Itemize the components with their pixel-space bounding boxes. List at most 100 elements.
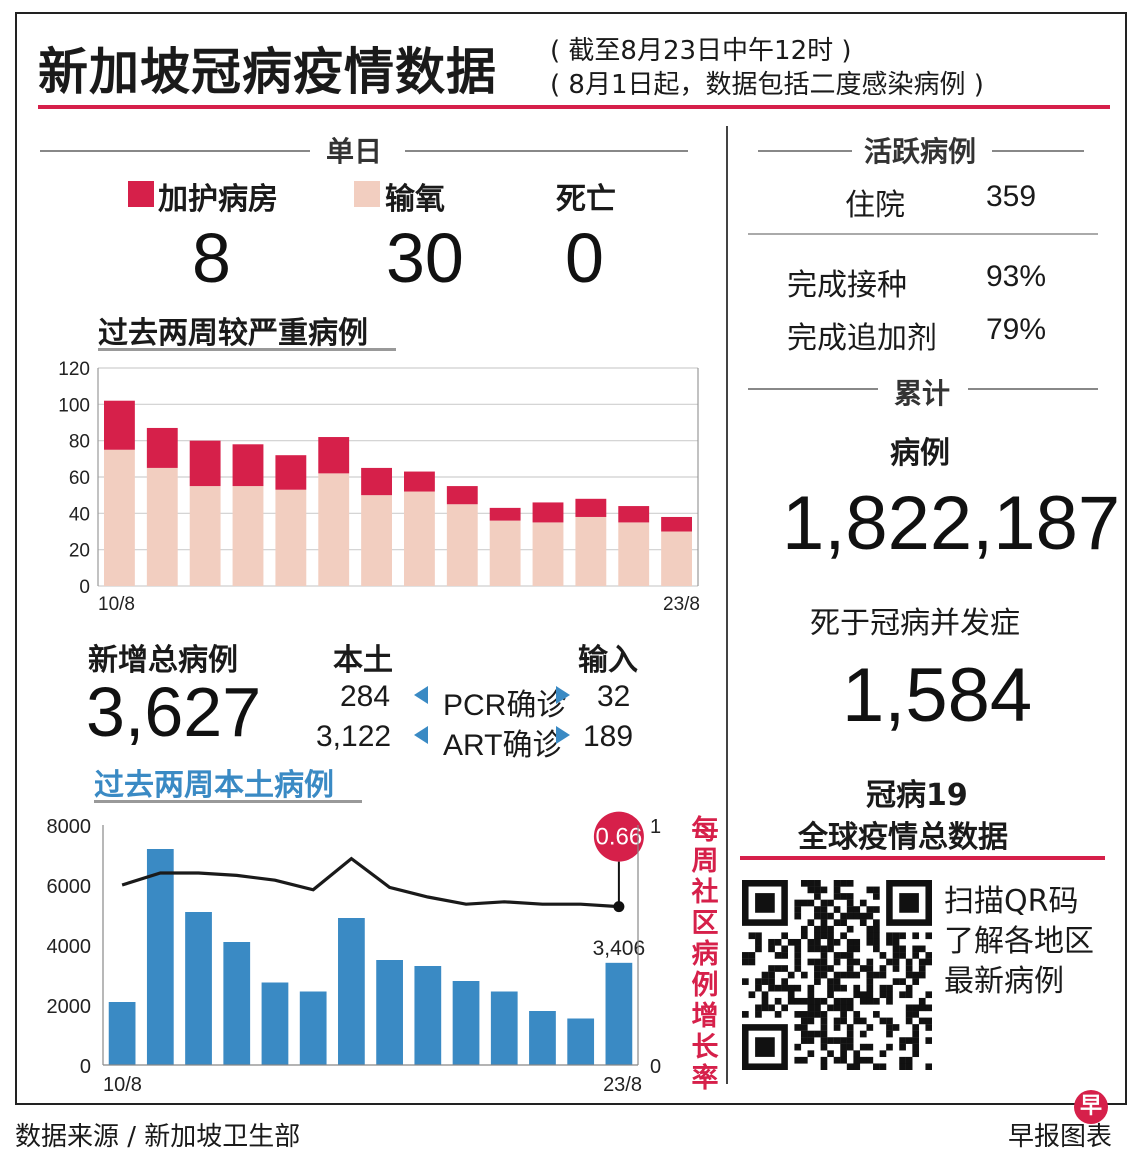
qr-module (807, 899, 815, 907)
qr-module (794, 938, 802, 946)
qr-module (925, 1037, 932, 1044)
qr-module (840, 952, 847, 959)
qr-module (840, 1004, 847, 1012)
qr-module (899, 945, 906, 953)
qr-module (742, 958, 749, 966)
qr-module (873, 945, 880, 953)
qr-module (866, 1043, 874, 1051)
qr-module (886, 1024, 893, 1031)
qr-module (892, 952, 900, 959)
qr-module (800, 899, 808, 907)
qr-module (873, 919, 880, 926)
qr-module (846, 899, 854, 907)
qr-finder-center (899, 893, 919, 913)
qr-module (794, 1043, 802, 1051)
qr-module (905, 1004, 913, 1012)
qr-module (892, 945, 900, 953)
local-bar (223, 942, 251, 1065)
qr-module (814, 945, 821, 953)
qr-module (892, 958, 900, 966)
qr-module (781, 945, 788, 953)
local-y-tick-label: 0 (80, 1056, 91, 1078)
qr-module (866, 938, 874, 946)
qr-module (886, 1017, 893, 1025)
title-rule (38, 105, 1110, 109)
severe-y-tick-label: 40 (69, 504, 90, 525)
qr-code-icon[interactable] (742, 880, 932, 1070)
daily-rule-left (40, 150, 310, 152)
local-bar (452, 981, 480, 1065)
qr-module (866, 1056, 874, 1064)
severe-bar-icu (146, 427, 178, 468)
qr-module (840, 1050, 847, 1058)
qr-module (846, 971, 854, 979)
qr-module (807, 1011, 815, 1018)
severe-bar-icu (104, 400, 135, 450)
qr-module (886, 984, 893, 992)
qr-module (814, 893, 821, 900)
qr-module (840, 1056, 847, 1064)
qr-module (840, 1017, 847, 1025)
severe-y-tick-label: 100 (58, 395, 90, 416)
qr-module (814, 1030, 821, 1038)
qr-module (814, 1004, 821, 1012)
qr-module (866, 978, 874, 985)
qr-module (873, 938, 880, 946)
qr-module (761, 1004, 769, 1012)
qr-module (925, 958, 932, 966)
qr-module (912, 1004, 920, 1012)
qr-module (846, 938, 854, 946)
severe-chart-axis: 0 20 40 60 80 100 120 10/8 23/8 (58, 359, 700, 615)
qr-module (794, 906, 802, 913)
qr-module (755, 932, 762, 940)
qr-module (827, 945, 834, 953)
qr-module (912, 1024, 920, 1031)
qr-module (768, 971, 775, 979)
qr-module (853, 906, 861, 913)
qr-module (846, 1024, 854, 1031)
qr-module (820, 932, 828, 940)
growth-y-tick-label: 1 (650, 816, 661, 838)
qr-module (794, 997, 802, 1005)
qr-module (768, 984, 775, 992)
qr-module (781, 984, 788, 992)
qr-module (846, 965, 854, 972)
daily-header: 单日 (326, 135, 383, 168)
new-cases-total: 3,627 (86, 673, 262, 751)
qr-module (833, 1004, 841, 1012)
qr-module (840, 997, 847, 1005)
qr-module (859, 919, 867, 926)
qr-module (925, 991, 932, 999)
qr-module (912, 1037, 920, 1044)
qr-module (820, 912, 828, 920)
qr-module (794, 1056, 802, 1064)
qr-module (755, 1004, 762, 1012)
qr-module (840, 932, 847, 940)
death-value: 0 (565, 219, 604, 297)
qr-module (840, 971, 847, 979)
qr-module (879, 1050, 887, 1058)
qr-module (827, 932, 834, 940)
qr-module (853, 1017, 861, 1025)
severe-bar-icu (232, 444, 264, 487)
qr-module (800, 997, 808, 1005)
severe-bar-icu (618, 506, 650, 523)
severe-chart-grid (98, 367, 698, 587)
qr-module (866, 965, 874, 972)
qr-module (912, 932, 920, 940)
vaccinated-value: 93% (986, 260, 1047, 293)
qr-module (820, 958, 828, 966)
qr-module (912, 945, 920, 953)
qr-module (794, 1011, 802, 1018)
qr-module (892, 1024, 900, 1031)
qr-finder-center (755, 1037, 775, 1057)
severe-bar-oxygen (275, 489, 307, 586)
art-imported-value: 189 (583, 720, 634, 753)
severe-bar-icu (275, 455, 307, 490)
active-rule-left (758, 150, 852, 152)
qr-module (879, 984, 887, 992)
qr-module (820, 1017, 828, 1025)
qr-module (925, 1017, 932, 1025)
qr-module (866, 932, 874, 940)
qr-module (846, 1043, 854, 1051)
